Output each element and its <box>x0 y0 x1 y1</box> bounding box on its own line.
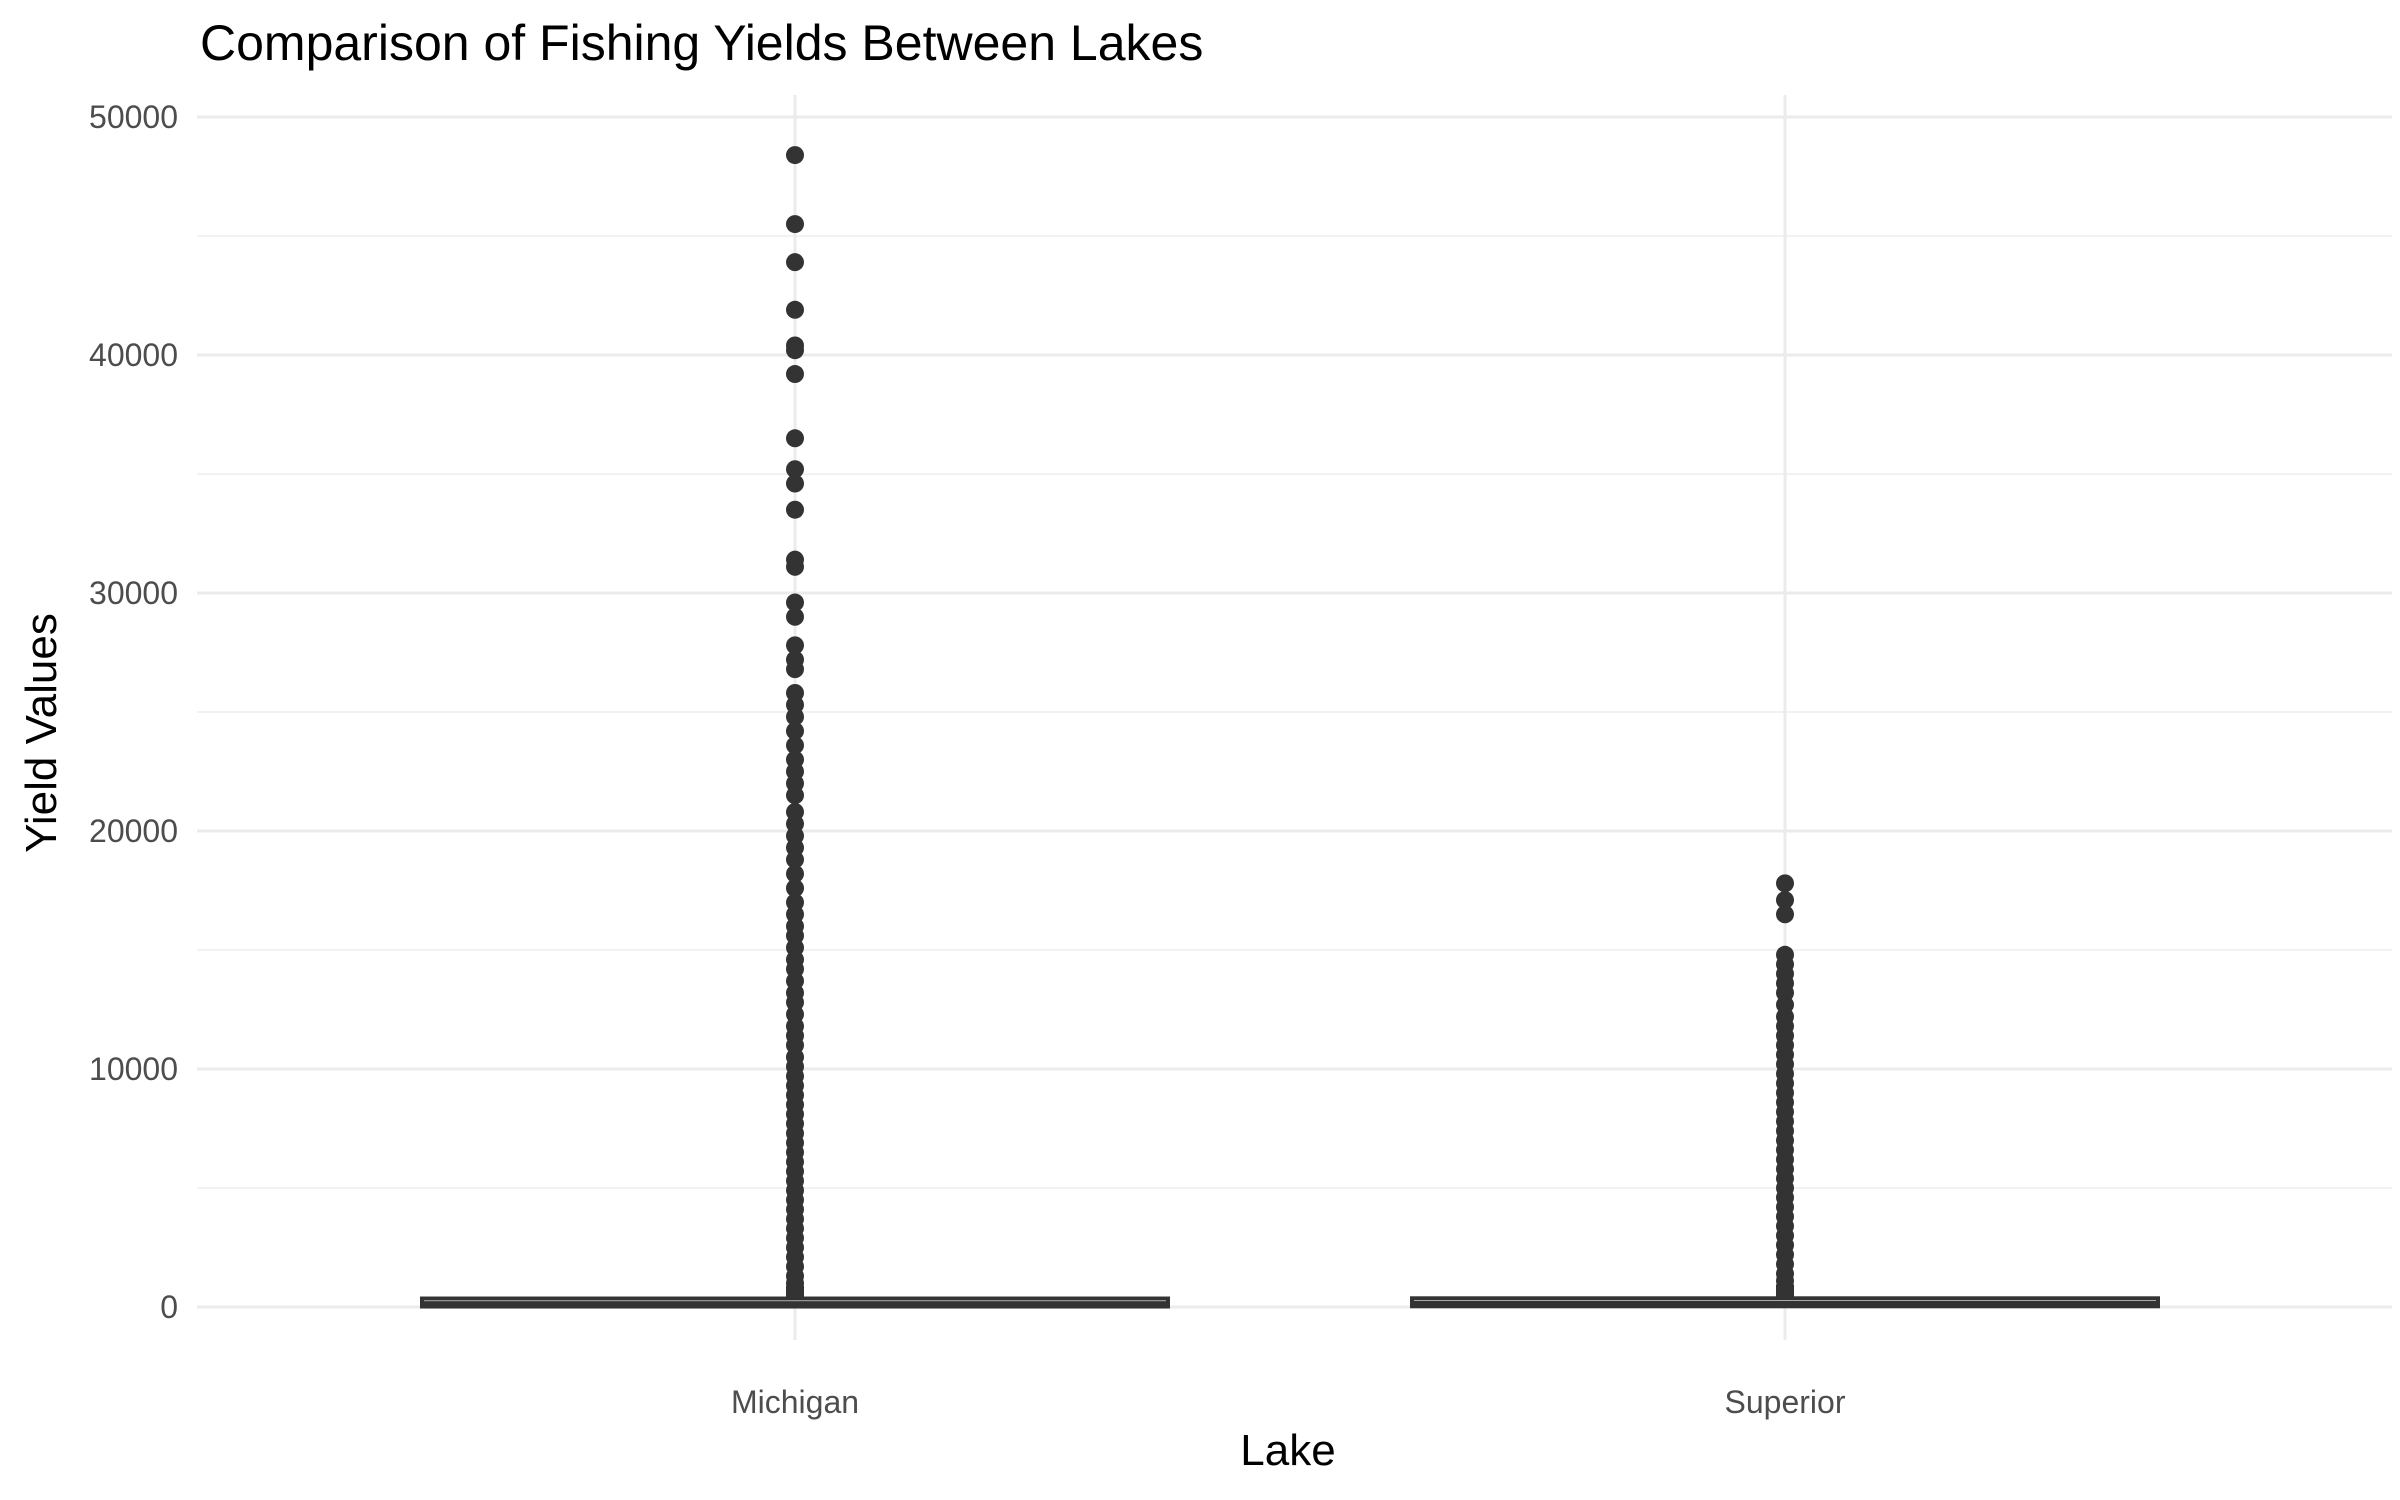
outlier-point <box>786 736 804 755</box>
outlier-point <box>786 607 804 626</box>
outlier-point <box>786 850 804 869</box>
outlier-point <box>786 879 804 898</box>
outlier-point <box>786 864 804 883</box>
outlier-point <box>1776 905 1794 924</box>
grid-lines <box>197 95 2392 1340</box>
y-tick-labels: 0 10000 20000 30000 40000 50000 <box>89 99 178 1325</box>
outlier-point <box>786 474 804 493</box>
x-axis-title: Lake <box>1240 1426 1336 1475</box>
y-tick-label: 10000 <box>89 1051 178 1087</box>
outlier-point <box>786 215 804 234</box>
y-tick-label: 0 <box>160 1289 178 1325</box>
outlier-point <box>786 593 804 612</box>
boxes <box>420 1286 2160 1309</box>
outlier-point <box>786 300 804 319</box>
outlier-points <box>786 146 1794 1300</box>
outlier-point <box>786 660 804 679</box>
outlier-point <box>786 429 804 448</box>
outlier-dense-band <box>786 1285 804 1300</box>
outlier-point <box>786 500 804 519</box>
x-tick-label: Michigan <box>731 1384 859 1420</box>
outlier-point <box>786 707 804 726</box>
outlier-point <box>786 341 804 360</box>
y-tick-label: 20000 <box>89 813 178 849</box>
outlier-point <box>786 786 804 805</box>
x-tick-labels: Michigan Superior <box>731 1384 1846 1420</box>
outlier-point <box>786 557 804 576</box>
y-tick-label: 50000 <box>89 99 178 135</box>
y-tick-label: 30000 <box>89 575 178 611</box>
outlier-point <box>786 253 804 272</box>
outlier-point <box>1776 874 1794 893</box>
outlier-dense-band <box>1776 1284 1794 1300</box>
outlier-point <box>786 460 804 479</box>
y-tick-label: 40000 <box>89 337 178 373</box>
outlier-point <box>786 146 804 165</box>
outlier-point <box>786 636 804 655</box>
outlier-point <box>786 365 804 384</box>
chart-title: Comparison of Fishing Yields Between Lak… <box>200 15 1204 71</box>
x-tick-label: Superior <box>1725 1384 1846 1420</box>
y-axis-title: Yield Values <box>17 613 66 853</box>
outlier-point <box>786 722 804 741</box>
outlier-point <box>1776 891 1794 910</box>
